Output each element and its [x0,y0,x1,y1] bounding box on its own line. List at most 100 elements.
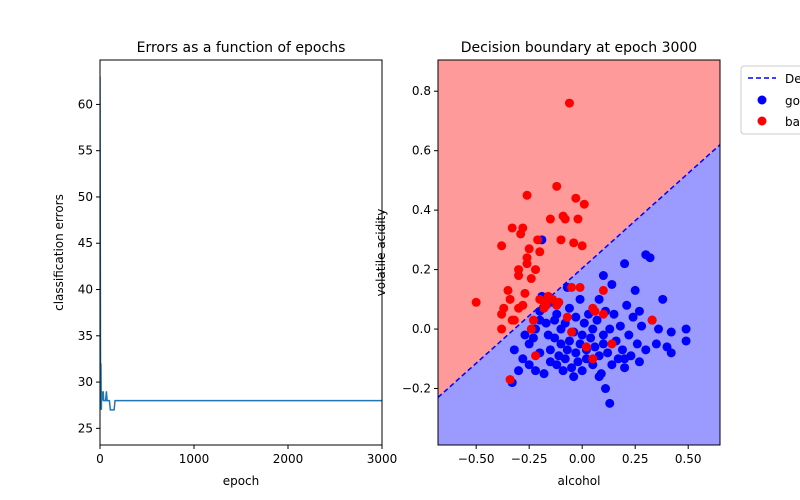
y-tick-label: 45 [78,236,93,250]
bad-point [535,247,545,257]
good-point [620,363,630,373]
bad-point [647,315,657,325]
errors-axes-frame [99,59,383,446]
legend-bad-swatch [757,116,767,126]
good-point [528,333,538,343]
good-point [651,339,661,349]
bad-points [471,98,657,385]
good-point [601,384,610,394]
bad-point [531,351,541,361]
bad-point [526,274,536,284]
bad-point [520,288,530,298]
bad-point [505,294,515,304]
y-tick-label: 0.6 [412,144,431,158]
errors-plot-area [100,76,382,411]
bad-point [507,315,517,325]
decision-boundary-chart: Decision boundary at epoch 3000 −0.50 −0.… [374,40,721,488]
y-tick-label: 0.2 [412,263,431,277]
x-tick-label: 2000 [273,452,304,466]
good-point [573,357,583,367]
good-point [613,354,623,364]
legend-good-label: go [785,94,800,108]
y-tick-label: 40 [78,283,93,297]
good-point [681,324,691,334]
y-tick-label: 0.0 [412,322,431,336]
good-point [594,294,604,304]
good-point [632,339,642,349]
bad-point [533,235,543,245]
bad-point [531,265,541,275]
legend-frame [740,65,800,135]
good-point [594,372,604,382]
errors-y-ticks: 25 30 35 40 45 50 55 60 [78,97,100,435]
good-region [438,144,720,445]
good-point [598,271,608,281]
good-points [507,235,691,408]
good-point [545,345,555,355]
errors-x-axis-label: epoch [223,474,260,488]
bad-point [579,199,589,209]
bad-point [524,244,534,254]
legend-boundary-label: De [785,72,800,86]
good-point [592,315,602,325]
good-point [514,366,524,376]
y-tick-label: 0.4 [412,203,431,217]
bad-point [598,285,608,295]
bad-point [499,303,509,313]
decision-x-ticks: −0.50 −0.25 0.00 0.25 0.50 [458,445,702,466]
good-point [552,360,562,370]
good-point [607,279,617,289]
good-point [588,324,598,334]
errors-chart-title: Errors as a function of epochs [137,40,346,56]
good-point [520,330,530,340]
decision-x-axis-label: alcohol [558,474,601,488]
good-point [620,259,630,269]
bad-point [526,324,536,334]
bad-point [552,181,562,191]
y-tick-label: 60 [78,97,93,111]
decision-y-axis-label: volatile acidity [374,209,388,297]
good-point [645,253,655,263]
y-tick-label: 25 [78,421,93,435]
good-point [681,336,691,346]
errors-chart: Errors as a function of epochs 0 1000 2000… [52,40,397,488]
y-tick-label: 30 [78,375,93,389]
bad-point [598,309,608,319]
bad-point [507,223,517,233]
good-point [615,321,625,331]
good-point [579,318,589,328]
bad-point [567,282,577,292]
good-point [571,312,581,322]
legend: De go ba [740,65,800,135]
good-point [605,398,615,408]
bad-point [528,315,538,325]
good-point [634,306,644,316]
bad-point [573,214,583,224]
good-point [567,363,577,373]
good-point [509,345,519,355]
good-point [617,345,627,355]
bad-point [554,297,564,307]
bad-point [545,214,555,224]
bad-point [514,271,524,281]
good-point [609,309,619,319]
x-tick-label: 0.50 [675,452,702,466]
x-tick-label: 0.25 [622,452,649,466]
bad-point [539,297,549,307]
good-point [518,354,528,364]
bad-point [581,342,591,352]
good-point [581,354,591,364]
decision-axes-frame [437,59,721,446]
bad-point [575,282,585,292]
good-point [558,366,568,376]
x-tick-label: 3000 [367,452,398,466]
good-point [634,357,644,367]
good-point [658,294,668,304]
bad-point [590,306,600,316]
good-point [603,348,613,358]
bad-point [497,324,507,334]
good-point [666,348,676,358]
good-point [590,342,600,352]
errors-y-axis-label: classification errors [52,194,66,311]
